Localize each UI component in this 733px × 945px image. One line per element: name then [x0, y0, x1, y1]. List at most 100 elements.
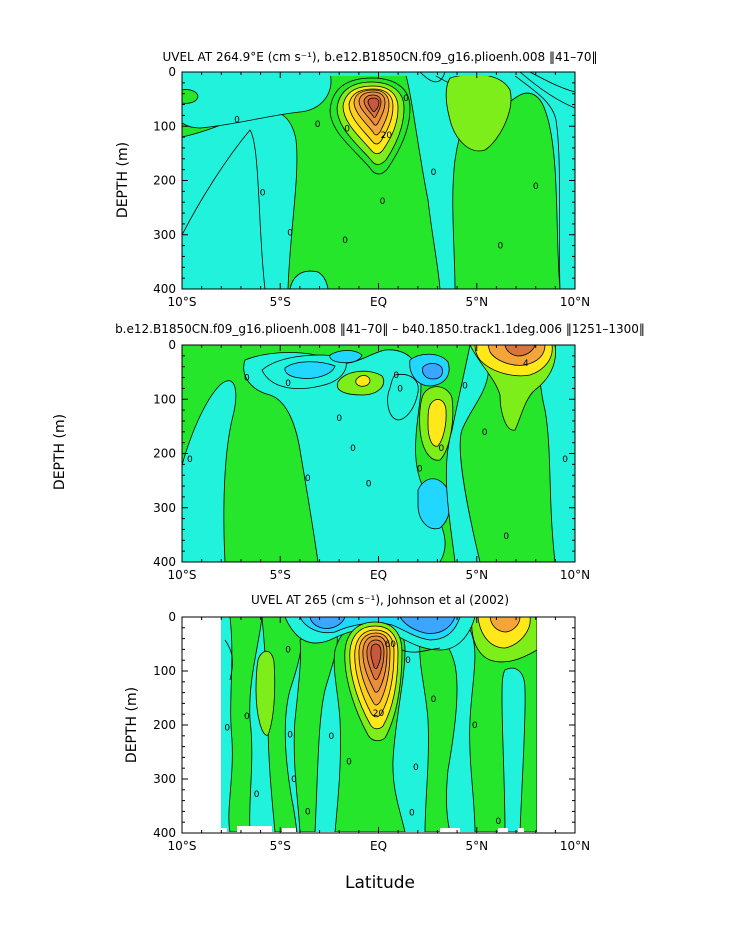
contour-label: 0 [417, 465, 423, 475]
panel-2-x-ticks: 10°S 5°S EQ 5°N 10°N [168, 345, 590, 582]
panel-1-line-b [529, 72, 575, 93]
contour-label: 0 [495, 817, 501, 827]
y-tick-label: 400 [153, 282, 176, 296]
x-tick-label: EQ [370, 295, 387, 309]
panel-3-title: UVEL AT 265 (cm s⁻¹), Johnson et al (200… [251, 593, 509, 607]
y-tick-label: 200 [153, 174, 176, 188]
x-tick-label: EQ [370, 568, 387, 582]
y-tick-label: 400 [153, 555, 176, 569]
panel-3-line-a [401, 647, 441, 653]
y-tick-label: 200 [153, 447, 176, 461]
panel-2-dark-orange-c [504, 345, 536, 357]
panel-2-title: b.e12.B1850CN.f09_g16.plioenh.008 ‖41–70… [115, 322, 645, 336]
contour-label: 0 [397, 384, 403, 394]
x-tick-label: EQ [370, 839, 387, 853]
contour-label: 0 [287, 229, 293, 239]
panel-3-green-left [228, 617, 263, 832]
panel-2-lightblue-c [329, 350, 363, 364]
x-tick-label: 10°N [560, 568, 590, 582]
y-tick-label: 0 [168, 338, 176, 352]
panel-2-cyan-left [182, 380, 237, 562]
contour-label: 0 [234, 116, 240, 126]
panel-2-cyan-right [387, 373, 419, 421]
x-tick-label: 5°S [270, 568, 291, 582]
contour-label: 0 [187, 455, 193, 465]
panel-3-blue-top-a [309, 617, 346, 629]
panel-3-line-b [224, 639, 233, 681]
contour-label: 0 [305, 807, 311, 817]
y-tick-label: 100 [153, 392, 176, 406]
panel-3-jet [344, 621, 403, 742]
x-tick-label: 10°S [168, 295, 197, 309]
contour-label: 0 [462, 382, 468, 392]
panel-1: UVEL AT 264.9°E (cm s⁻¹), b.e12.B1850CN.… [115, 50, 598, 309]
panel-2-lightblue-d [417, 478, 451, 530]
contour-label: 0 [562, 455, 568, 465]
panel-1-contour-labels: 0 0 0 0 0 0 20 0 0 0 0 0 [234, 94, 539, 252]
x-axis-label: Latitude [345, 873, 415, 893]
panel-3: UVEL AT 265 (cm s⁻¹), Johnson et al (200… [124, 593, 590, 893]
contour-label: 0 [482, 428, 488, 438]
contour-label: 0 [254, 790, 260, 800]
x-tick-label: 10°N [560, 295, 590, 309]
panel-1-line-c [419, 72, 446, 83]
panel-2-yellow-a [355, 375, 371, 387]
panel-1-line-a [519, 72, 575, 109]
contour-label: 4 [523, 359, 529, 369]
panel-3-orange-right [489, 617, 521, 633]
contour-label: 0 [328, 732, 334, 742]
x-tick-label: 5°S [270, 839, 291, 853]
contour-label: 0 [431, 168, 437, 178]
contour-label: 0 [244, 374, 250, 384]
panel-3-field [221, 617, 537, 832]
y-tick-label: 300 [153, 772, 176, 786]
panel-1-ylabel: DEPTH (m) [115, 142, 131, 218]
panel-2: b.e12.B1850CN.f09_g16.plioenh.008 ‖41–70… [52, 322, 645, 582]
contour-label: 0 [350, 444, 356, 454]
panel-3-x-ticks: 10°S 5°S EQ 5°N 10°N [168, 617, 590, 853]
panel-2-ylabel: DEPTH (m) [52, 414, 68, 490]
panel-2-field [182, 345, 575, 562]
contour-label: 0 [260, 188, 266, 198]
x-tick-label: 10°S [168, 568, 197, 582]
panel-3-y-ticks: 0 100 200 300 400 [153, 610, 575, 840]
contour-label: 0 [533, 182, 539, 192]
panel-2-lightblue-a [284, 361, 336, 379]
panel-3-green-right [419, 636, 458, 832]
contour-label: 0 [287, 731, 293, 741]
contour-label: 0 [472, 721, 478, 731]
contour-label: 20 [381, 131, 393, 141]
panel-1-cyan-top [182, 72, 332, 129]
contour-label: 0 [409, 808, 415, 818]
panel-2-blue-core [422, 362, 443, 380]
contour-label: 0 [497, 242, 503, 252]
y-tick-label: 200 [153, 718, 176, 732]
x-tick-label: 10°S [168, 839, 197, 853]
contour-label: 0 [285, 379, 291, 389]
x-tick-label: 5°S [270, 295, 291, 309]
panel-3-cyan-right-strip [501, 667, 526, 832]
contour-label: 0 [503, 532, 509, 542]
contour-label: 0 [344, 124, 350, 134]
panel-3-contour-labels: 0 0 0 0 0 0 0 0 0 20 60 0 0 0 0 0 0 [224, 640, 501, 827]
y-tick-label: 100 [153, 119, 176, 133]
y-tick-label: 100 [153, 664, 176, 678]
contour-label: 0 [342, 236, 348, 246]
contour-label: 0 [403, 94, 409, 104]
panel-1-jet [329, 77, 411, 175]
y-tick-label: 400 [153, 826, 176, 840]
contour-label: 0 [393, 371, 399, 381]
contour-label: 0 [366, 479, 372, 489]
contour-label: 0 [439, 444, 445, 454]
panel-1-jet-7 [367, 97, 380, 113]
x-tick-label: 5°N [465, 568, 488, 582]
panel-1-cyan-wedge [182, 129, 266, 289]
panel-2-contour-labels: 0 0 0 0 0 0 0 0 0 0 0 0 0 0 4 0 [187, 359, 568, 542]
contour-label: 0 [285, 645, 291, 655]
y-tick-label: 300 [153, 501, 176, 515]
panel-2-cyan-mid-right [445, 345, 489, 562]
panel-1-cyan-bottom [289, 270, 329, 289]
